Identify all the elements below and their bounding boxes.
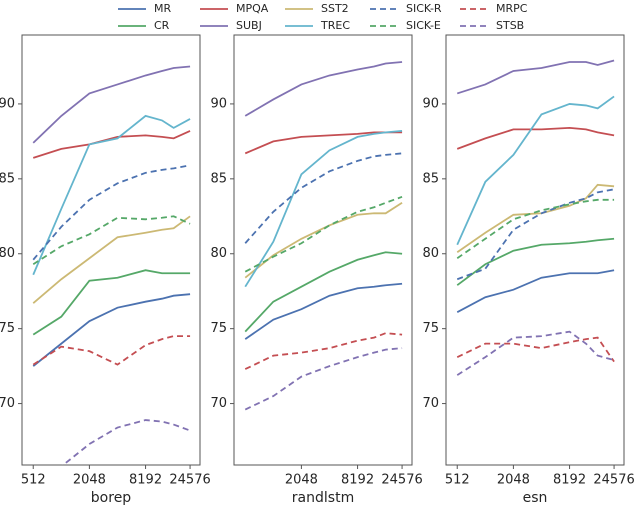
- plot-area: [233, 34, 413, 466]
- legend-label: STSB: [496, 19, 524, 32]
- plot-area: [445, 34, 625, 466]
- legend-label: CR: [154, 19, 170, 32]
- series-line: [456, 126, 615, 150]
- y-tick-label: 75: [210, 321, 227, 336]
- y-tick-label: 75: [422, 321, 439, 336]
- legend-label: SUBJ: [236, 19, 262, 32]
- series-line: [32, 293, 191, 367]
- y-tick-label: 90: [422, 96, 439, 111]
- legend-label: MR: [154, 2, 171, 15]
- series-line: [244, 202, 403, 279]
- series-line: [32, 164, 191, 261]
- series-line: [32, 130, 191, 159]
- series-line: [456, 269, 615, 313]
- x-tick-label: 2048: [285, 473, 318, 488]
- series-line: [32, 215, 191, 265]
- y-tick-label: 70: [210, 396, 227, 411]
- y-tick-label: 75: [0, 321, 15, 336]
- series-line: [32, 65, 191, 144]
- series-line: [456, 198, 615, 259]
- y-tick-label: 90: [210, 96, 227, 111]
- legend-label: TREC: [320, 19, 350, 32]
- y-tick-label: 80: [0, 246, 15, 261]
- x-tick-label: 2048: [73, 473, 106, 488]
- series-line: [244, 347, 403, 411]
- series-line: [244, 332, 403, 370]
- series-line: [244, 282, 403, 340]
- x-axis-label: borep: [91, 490, 132, 506]
- x-tick-label: 8192: [129, 473, 162, 488]
- x-tick-label: 512: [445, 473, 470, 488]
- series-line: [61, 419, 191, 465]
- y-tick-label: 80: [210, 246, 227, 261]
- series-line: [32, 335, 191, 366]
- legend-label: MRPC: [496, 2, 528, 15]
- x-tick-label: 24576: [169, 473, 210, 488]
- series-line: [244, 129, 403, 288]
- x-tick-label: 8192: [341, 473, 374, 488]
- lines: [244, 61, 403, 411]
- plot-area: [21, 34, 201, 466]
- x-tick-label: 24576: [381, 473, 422, 488]
- series-line: [456, 237, 615, 286]
- lines: [32, 65, 191, 465]
- series-line: [244, 61, 403, 117]
- x-tick-label: 8192: [553, 473, 586, 488]
- y-tick-label: 90: [0, 96, 15, 111]
- series-line: [456, 95, 615, 246]
- series-line: [244, 251, 403, 333]
- x-axis-label: esn: [523, 490, 548, 506]
- legend-label: SICK-R: [406, 2, 442, 15]
- y-tick-label: 85: [210, 171, 227, 186]
- legend-label: SICK-E: [406, 19, 441, 32]
- lines: [456, 59, 615, 376]
- y-tick-label: 70: [0, 396, 15, 411]
- legend-label: MPQA: [236, 2, 269, 15]
- y-tick-label: 85: [422, 171, 439, 186]
- x-tick-label: 512: [21, 473, 46, 488]
- y-tick-label: 85: [0, 171, 15, 186]
- x-axis-label: randlstm: [292, 490, 354, 506]
- series-line: [456, 183, 615, 253]
- series-line: [32, 269, 191, 336]
- series-line: [32, 215, 191, 304]
- x-tick-label: 2048: [497, 473, 530, 488]
- x-tick-label: 24576: [593, 473, 634, 488]
- legend-label: SST2: [321, 2, 349, 15]
- series-line: [32, 114, 191, 276]
- series-line: [244, 195, 403, 273]
- y-tick-label: 70: [422, 396, 439, 411]
- series-line: [456, 336, 615, 363]
- y-tick-label: 80: [422, 246, 439, 261]
- series-line: [456, 59, 615, 95]
